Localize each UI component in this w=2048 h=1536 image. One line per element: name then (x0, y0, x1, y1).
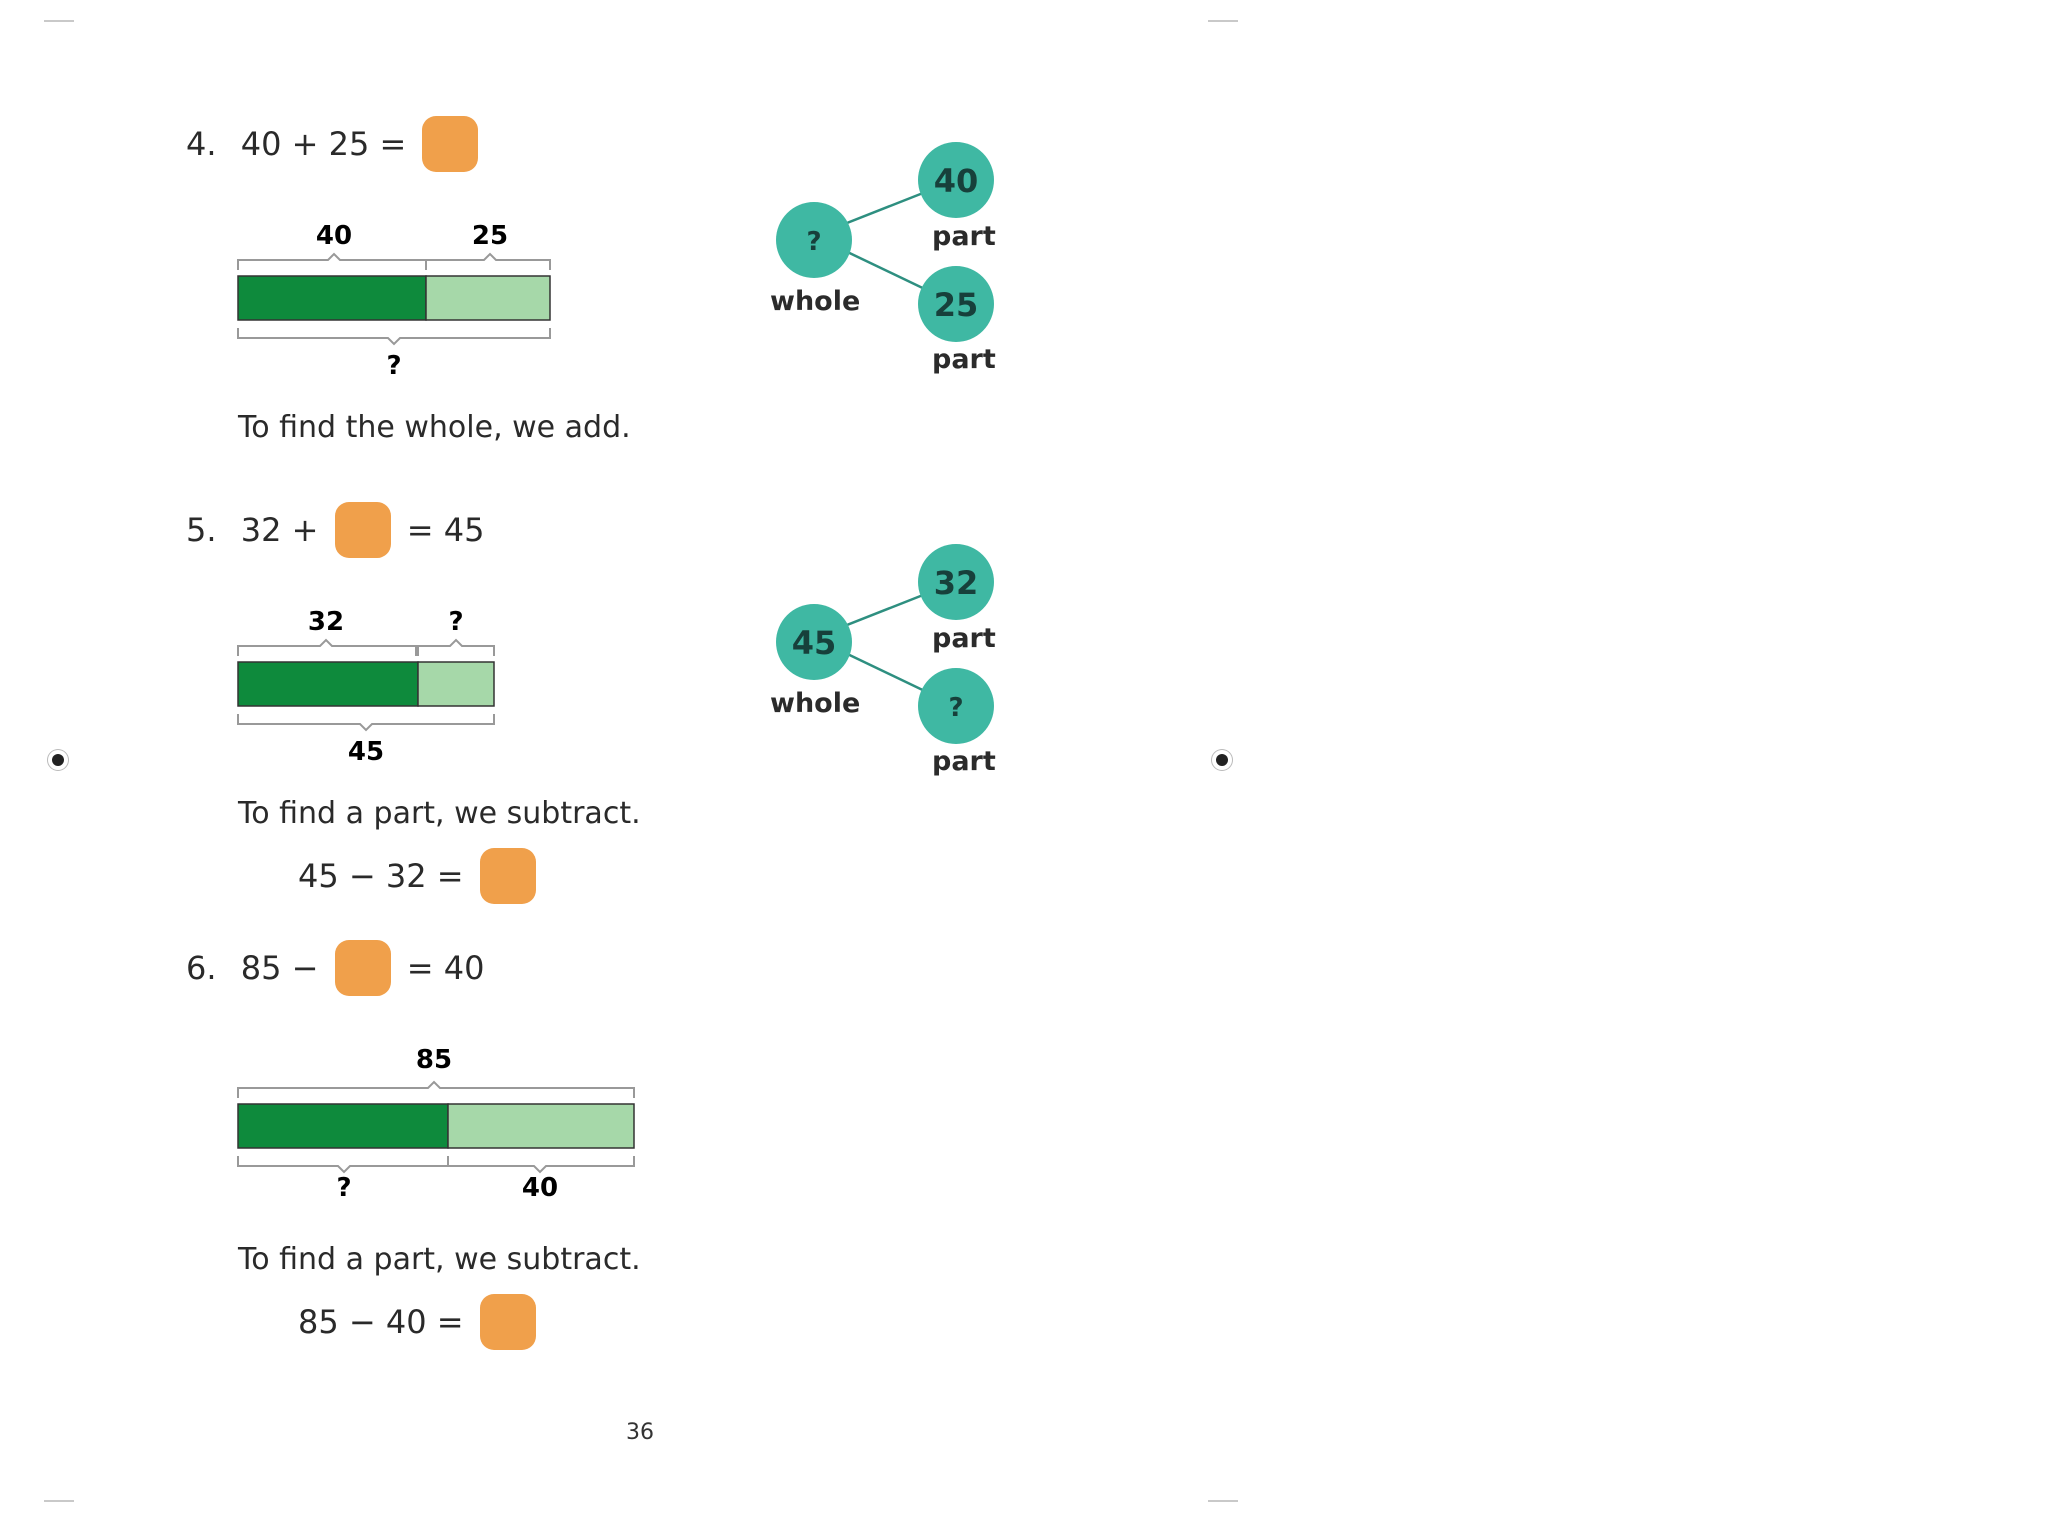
bar-bottom-label: 45 (348, 737, 384, 767)
part-value: ? (948, 693, 963, 723)
instruction-text: To find a part, we subtract. (238, 796, 641, 831)
crop-mark (1208, 1500, 1238, 1502)
whole-label: whole (770, 688, 860, 719)
bar-bottom-label: 40 (522, 1173, 558, 1203)
part-circle (918, 544, 994, 620)
problem-5-equation: 5. 32 + = 45 (186, 502, 484, 558)
bar-part-light (425, 275, 551, 321)
bar-part-light (447, 1103, 635, 1149)
whole-label: whole (770, 286, 860, 317)
bar-top-label: 32 (308, 607, 344, 637)
part-value: 40 (934, 162, 979, 200)
part-value: 25 (934, 286, 979, 324)
bracket-bottom (237, 714, 495, 732)
answer-box[interactable] (479, 848, 536, 904)
part-value: 32 (934, 564, 979, 602)
equation-right: = 45 (406, 511, 485, 549)
part-circle (918, 142, 994, 218)
part-label: part (932, 221, 996, 252)
bracket-bottom (447, 1156, 635, 1174)
whole-circle (776, 202, 852, 278)
whole-value: ? (806, 227, 821, 257)
followup-equation: 45 − 32 = (298, 848, 542, 904)
instruction-text: To find a part, we subtract. (238, 1242, 641, 1277)
bar-part-dark (237, 1103, 449, 1149)
crop-mark (44, 1500, 74, 1502)
page-number: 36 (626, 1420, 654, 1445)
bar-model-4: 40 25 ? (237, 221, 551, 381)
registration-mark (52, 754, 64, 766)
bracket-bottom (237, 328, 551, 346)
registration-mark (1216, 754, 1228, 766)
part-label: part (932, 746, 996, 777)
answer-box[interactable] (334, 502, 391, 558)
problem-6-equation: 6. 85 − = 40 (186, 940, 484, 996)
bar-bottom-label: ? (336, 1173, 351, 1203)
followup-equation: 85 − 40 = (298, 1294, 542, 1350)
answer-box[interactable] (422, 116, 479, 172)
number-bond-4: ? whole 40 part 25 part (770, 142, 996, 375)
equation-left: 85 − (240, 949, 319, 987)
part-circle (918, 266, 994, 342)
bar-top-label: 40 (316, 221, 352, 251)
problem-number: 6. (186, 949, 217, 987)
bar-top-label: 25 (472, 221, 508, 251)
bar-part-light (417, 661, 495, 707)
bracket-top (237, 252, 427, 270)
equation-left: 40 + 25 = (240, 125, 407, 163)
equation-right: = 40 (406, 949, 485, 987)
bracket-top (237, 638, 417, 656)
number-bond-5: 45 whole 32 part ? part (770, 544, 996, 777)
bracket-top (417, 638, 495, 656)
problem-4-equation: 4. 40 + 25 = (186, 116, 484, 172)
bracket-top (237, 1080, 635, 1098)
answer-box[interactable] (479, 1294, 536, 1350)
bracket-top (425, 252, 551, 270)
bar-model-6: 85 ? 40 (237, 1045, 635, 1203)
bar-top-label: 85 (416, 1045, 452, 1075)
bar-model-5: 32 ? 45 (237, 607, 495, 767)
crop-mark (44, 20, 74, 22)
bar-bottom-label: ? (386, 351, 401, 381)
part-circle (918, 668, 994, 744)
problem-number: 4. (186, 125, 217, 163)
bar-part-dark (237, 661, 419, 707)
followup-left: 85 − 40 = (298, 1303, 464, 1341)
followup-left: 45 − 32 = (298, 857, 464, 895)
equation-left: 32 + (240, 511, 319, 549)
answer-box[interactable] (334, 940, 391, 996)
bracket-bottom (237, 1156, 449, 1174)
part-label: part (932, 344, 996, 375)
bar-part-dark (237, 275, 427, 321)
whole-value: 45 (792, 624, 837, 662)
crop-mark (1208, 20, 1238, 22)
bar-top-label: ? (448, 607, 463, 637)
whole-circle (776, 604, 852, 680)
problem-number: 5. (186, 511, 217, 549)
part-label: part (932, 623, 996, 654)
instruction-text: To find the whole, we add. (238, 410, 631, 445)
